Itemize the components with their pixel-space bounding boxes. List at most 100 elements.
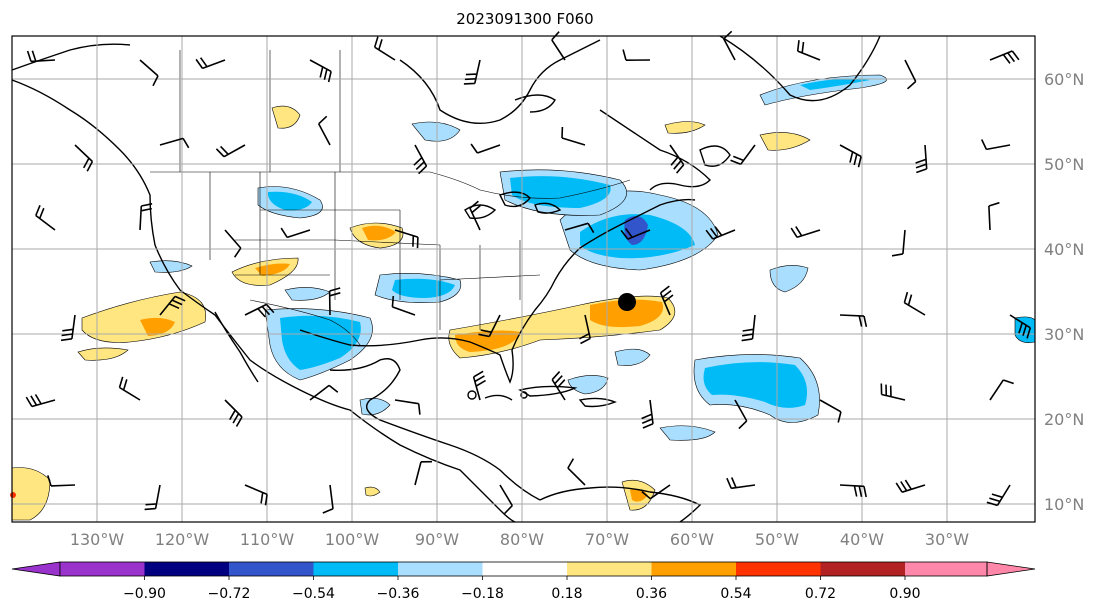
colorbar-tick: −0.72 <box>208 586 251 602</box>
colorbar-segment <box>313 562 398 576</box>
wind-barb <box>903 291 926 316</box>
wind-barb <box>280 227 311 239</box>
wind-barb <box>551 371 566 401</box>
wind-barb <box>322 484 334 514</box>
wind-barb <box>1009 314 1032 339</box>
wind-barbs <box>25 30 1032 515</box>
wind-barb <box>980 139 1011 151</box>
colorbar-segment <box>482 562 567 576</box>
wind-barb <box>317 115 331 146</box>
wind-barb <box>35 204 56 231</box>
colorbar-segment <box>398 562 483 576</box>
colorbar-tick: 0.54 <box>720 586 751 602</box>
wind-barb <box>391 295 416 316</box>
colorbar-segment <box>144 562 229 576</box>
wind-barb <box>839 144 862 168</box>
wind-barb <box>469 200 481 231</box>
wind-barb <box>705 226 736 240</box>
wind-barb <box>463 59 481 85</box>
map-title: 2023091300 F060 <box>456 10 594 28</box>
wind-barb <box>215 144 246 158</box>
colorbar: −0.90 −0.72 −0.54 −0.36 −0.18 0.18 0.36 … <box>11 561 1036 602</box>
wind-barb <box>895 479 926 493</box>
coastlines <box>11 35 881 523</box>
wind-barb <box>986 484 1011 507</box>
wind-barb <box>139 203 153 231</box>
storm-center-marker <box>618 293 636 311</box>
wind-barb <box>564 222 595 234</box>
colorbar-tick: 0.36 <box>636 586 667 602</box>
wind-barb <box>472 370 487 401</box>
wind-barb <box>309 59 332 83</box>
wind-barb <box>499 484 513 515</box>
wind-barb <box>915 144 928 174</box>
lon-labels: 130°W 120°W 110°W 100°W 90°W 80°W 70°W 6… <box>70 530 969 549</box>
wind-barb <box>328 287 341 316</box>
wind-barb <box>413 144 428 175</box>
wind-barb <box>904 59 917 90</box>
wind-barb <box>394 399 421 415</box>
colorbar-segment <box>651 562 736 576</box>
lon-label: 40°W <box>840 530 884 549</box>
colorbar-segment <box>60 562 145 576</box>
wind-barb <box>414 460 433 486</box>
lon-label: 100°W <box>325 530 380 549</box>
wind-barb <box>60 314 76 342</box>
wind-barb <box>47 475 76 487</box>
lon-label: 70°W <box>585 530 629 549</box>
wind-barb <box>74 144 94 172</box>
graticule <box>12 36 1035 522</box>
wind-barb <box>567 458 586 486</box>
wind-barb <box>641 484 671 500</box>
lon-label: 110°W <box>240 530 295 549</box>
wind-barb <box>641 399 654 429</box>
wind-barb <box>25 394 56 408</box>
wind-barb <box>139 59 159 87</box>
wind-barb <box>309 384 339 401</box>
wind-barb <box>622 49 651 61</box>
wind-barb <box>118 376 141 401</box>
wind-barb <box>669 144 685 174</box>
wind-barb <box>478 314 501 338</box>
lon-label: 50°W <box>755 530 799 549</box>
colorbar-tick: −0.18 <box>461 586 504 602</box>
wind-barb <box>659 285 674 316</box>
lat-label: 60°N <box>1044 70 1084 89</box>
wind-barb <box>989 379 1014 401</box>
wind-barb <box>561 126 586 146</box>
colorbar-tick: −0.54 <box>292 586 335 602</box>
wind-barb <box>726 477 756 490</box>
colorbar-extend-low <box>11 561 61 577</box>
wind-barb <box>244 484 268 506</box>
colorbar-segment <box>905 562 987 576</box>
wind-barb <box>796 40 821 61</box>
wind-barb <box>244 303 275 318</box>
wind-barb <box>159 295 186 316</box>
colorbar-tick: −0.90 <box>123 586 166 602</box>
wind-barb <box>819 399 842 423</box>
wind-barb <box>730 144 756 166</box>
wind-barb <box>839 484 867 498</box>
wind-barb <box>224 399 243 427</box>
wind-barb <box>620 228 651 240</box>
wind-barb <box>988 201 1000 231</box>
wind-barb <box>880 383 906 401</box>
map-area <box>12 36 1035 522</box>
wind-barb <box>394 229 419 249</box>
lat-label: 40°N <box>1044 240 1084 259</box>
wind-barb <box>722 30 736 61</box>
wind-barb <box>373 36 396 61</box>
map-frame <box>11 35 1036 523</box>
wind-barb <box>734 399 748 430</box>
colorbar-segment <box>820 562 905 576</box>
lon-label: 90°W <box>415 530 459 549</box>
wind-barb <box>839 314 868 327</box>
wind-barb <box>470 143 501 154</box>
wind-barb <box>579 314 591 345</box>
colorbar-tick: 0.72 <box>805 586 836 602</box>
lat-label: 20°N <box>1044 410 1084 429</box>
lon-label: 130°W <box>70 530 125 549</box>
shading-layer <box>10 74 1036 521</box>
wind-barb <box>891 229 906 257</box>
